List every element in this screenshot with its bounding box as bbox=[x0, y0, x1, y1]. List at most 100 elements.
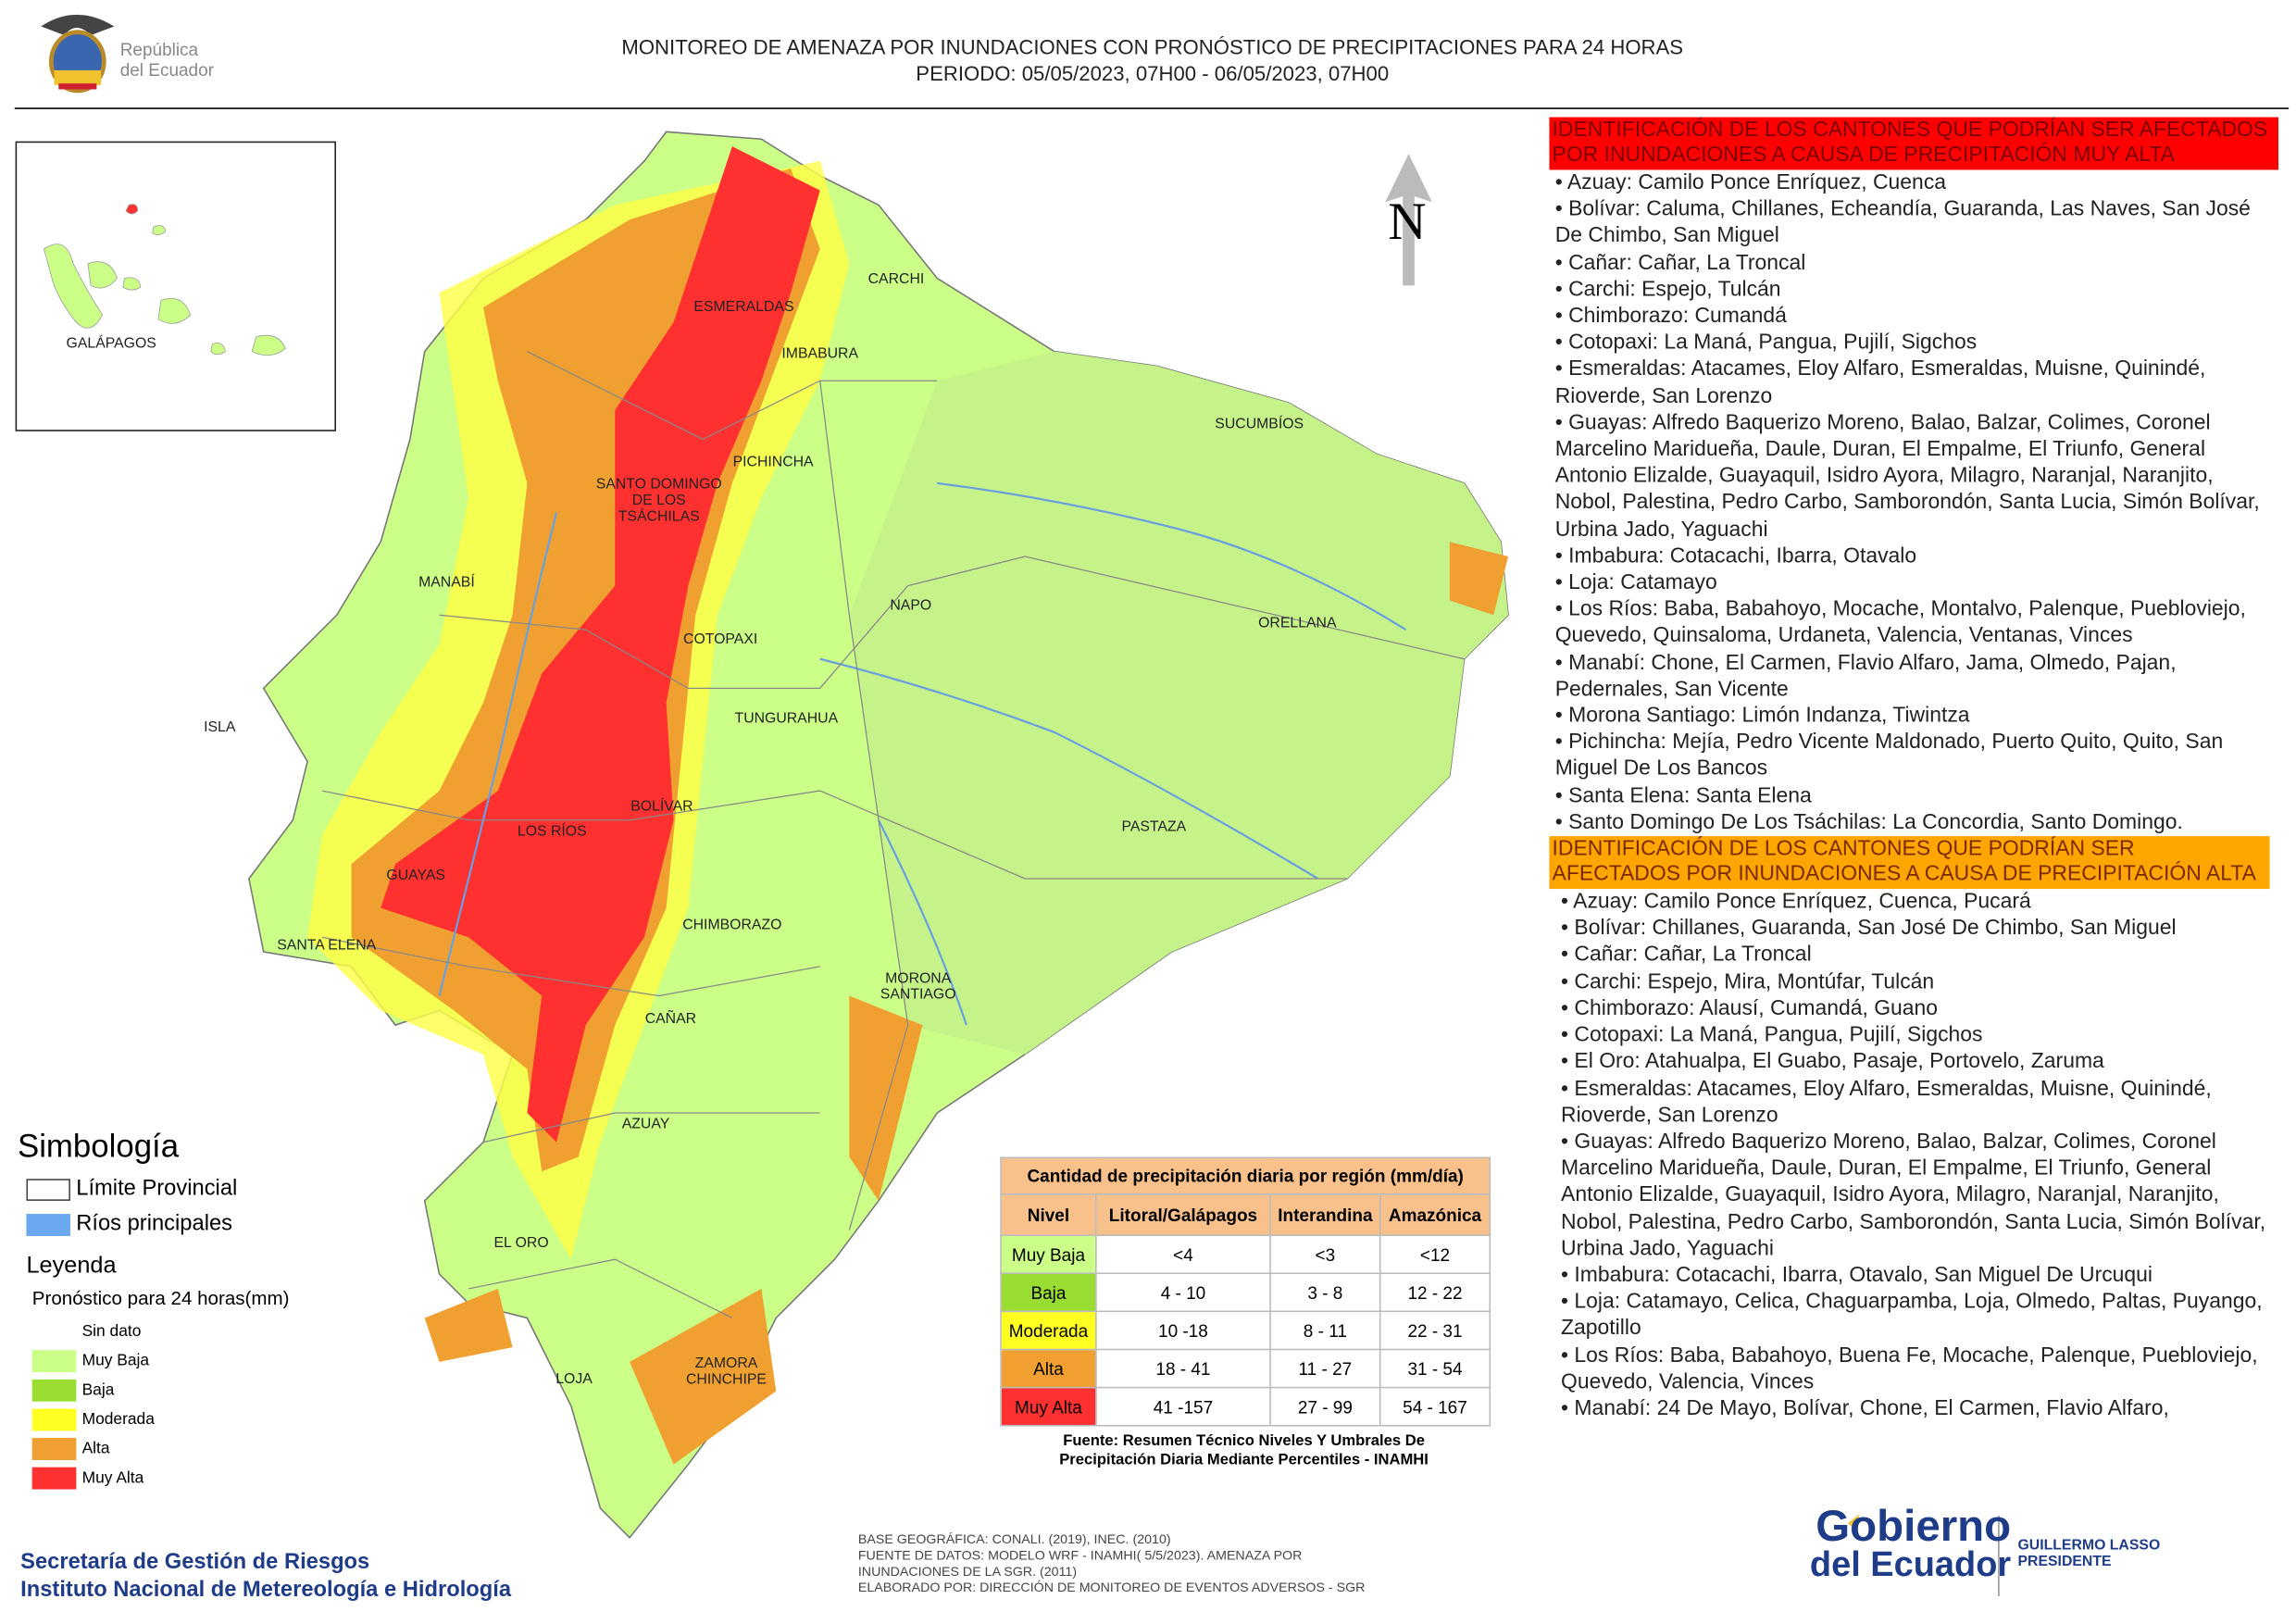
galapagos-islands bbox=[43, 204, 286, 356]
source-line: Fuente: Resumen Técnico Niveles Y Umbral… bbox=[1063, 1431, 1425, 1450]
symbology-title: Simbología bbox=[17, 1127, 180, 1165]
province-label: PICHINCHA bbox=[732, 455, 814, 471]
canton-item: Carchi: Espejo, Mira, Montúfar, Tulcán bbox=[1549, 969, 2278, 996]
north-arrow bbox=[1385, 154, 1432, 286]
logo-text: República del Ecuador bbox=[120, 40, 214, 81]
table-title: Cantidad de precipitación diaria por reg… bbox=[1000, 1156, 1491, 1195]
logo-line: del Ecuador bbox=[119, 59, 214, 81]
legend-entry: Sin dato bbox=[31, 1320, 142, 1343]
canton-item: Bolívar: Chillanes, Guaranda, San José D… bbox=[1549, 916, 2278, 943]
logo-line: República bbox=[119, 39, 199, 60]
canton-item: Guayas: Alfredo Baquerizo Moreno, Balao,… bbox=[1549, 410, 2278, 543]
level-cell: Baja bbox=[1000, 1272, 1097, 1313]
legend-swatch bbox=[31, 1350, 77, 1372]
table-cell: 27 - 99 bbox=[1269, 1386, 1381, 1427]
gov-line: Gobierno bbox=[1816, 1502, 2012, 1551]
legend-subtitle: Pronóstico para 24 horas(mm) bbox=[31, 1287, 290, 1309]
note-line: BASE GEOGRÁFICA: CONALI. (2019), INEC. (… bbox=[857, 1531, 1171, 1547]
period: PERIODO: 05/05/2023, 07H00 - 06/05/2023,… bbox=[916, 61, 1390, 85]
province-label: SUCUMBÍOS bbox=[1215, 416, 1304, 433]
level-cell: Muy Alta bbox=[1000, 1386, 1097, 1427]
level-cell: Muy Baja bbox=[1000, 1234, 1097, 1275]
level-cell: Alta bbox=[1000, 1348, 1097, 1389]
canton-item: Morona Santiago: Limón Indanza, Tiwintza bbox=[1549, 703, 2278, 730]
canton-item: Manabí: 24 De Mayo, Bolívar, Chone, El C… bbox=[1549, 1395, 2278, 1422]
legend-text: Sin dato bbox=[81, 1322, 142, 1341]
canton-item: Chimborazo: Alausí, Cumandá, Guano bbox=[1549, 995, 2278, 1022]
symbol-swatch bbox=[26, 1213, 70, 1236]
province-label: ISLA bbox=[204, 719, 236, 736]
table-cell: 3 - 8 bbox=[1269, 1272, 1381, 1313]
table-row: Baja 4 - 10 3 - 8 12 - 22 bbox=[1000, 1272, 1491, 1313]
threshold-table: Cantidad de precipitación diaria por reg… bbox=[1000, 1156, 1491, 1427]
legend-swatch bbox=[31, 1467, 77, 1490]
legend-text: Muy Alta bbox=[81, 1469, 144, 1487]
table-header: Amazónica bbox=[1379, 1193, 1491, 1236]
north-label: N bbox=[1388, 192, 1427, 251]
very-high-zone bbox=[381, 146, 820, 1143]
rivers bbox=[438, 481, 1406, 1026]
table-title-row: Cantidad de precipitación diaria por reg… bbox=[1000, 1156, 1491, 1195]
province-label: EL ORO bbox=[493, 1235, 549, 1252]
gov-mark bbox=[1848, 1514, 1860, 1530]
table-row: Muy Baja <4 <3 <12 bbox=[1000, 1234, 1491, 1275]
canton-item: Bolívar: Caluma, Chillanes, Echeandía, G… bbox=[1549, 196, 2278, 250]
canton-item: Esmeraldas: Atacames, Eloy Alfaro, Esmer… bbox=[1549, 1076, 2278, 1130]
table-row: Muy Alta 41 -157 27 - 99 54 - 167 bbox=[1000, 1386, 1491, 1427]
province-label: PASTAZA bbox=[1121, 818, 1187, 836]
note-line: INUNDACIONES DE LA SGR. (2011) bbox=[857, 1564, 1078, 1579]
province-label: TUNGURAHUA bbox=[734, 710, 839, 728]
legend-title: Leyenda bbox=[26, 1253, 117, 1279]
canton-item: Loja: Catamayo, Celica, Chaguarpamba, Lo… bbox=[1549, 1289, 2278, 1343]
canton-item: Loja: Catamayo bbox=[1549, 569, 2278, 596]
symbol-entry: Límite Provincial bbox=[26, 1176, 237, 1201]
province-label: COTOPAXI bbox=[683, 631, 758, 648]
table-row: Alta 18 - 41 11 - 27 31 - 54 bbox=[1000, 1348, 1491, 1389]
panel-section: IDENTIFICACIÓN DE LOS CANTONES QUE PODRÍ… bbox=[1549, 117, 2279, 837]
canton-item: Carchi: Espejo, Tulcán bbox=[1549, 277, 2278, 304]
province-label: IMBABURA bbox=[781, 346, 859, 363]
legend-text: Moderada bbox=[81, 1410, 155, 1429]
legend-swatch bbox=[31, 1438, 77, 1460]
province-label: ZAMORA CHINCHIPE bbox=[685, 1355, 767, 1389]
org-line: Instituto Nacional de Metereología e Hid… bbox=[20, 1577, 512, 1603]
canton-item: Cotopaxi: La Maná, Pangua, Pujilí, Sigch… bbox=[1549, 330, 2278, 356]
footer-notes: BASE GEOGRÁFICA: CONALI. (2019), INEC. (… bbox=[858, 1531, 1366, 1596]
inset-frame bbox=[15, 141, 336, 431]
legend-entry: Alta bbox=[31, 1438, 110, 1460]
title: MONITOREO DE AMENAZA POR INUNDACIONES CO… bbox=[621, 34, 1684, 59]
table-header: Litoral/Galápagos bbox=[1095, 1193, 1271, 1236]
table-cell: <4 bbox=[1095, 1234, 1271, 1275]
symbol-text: Ríos principales bbox=[76, 1211, 233, 1236]
table-cell: 11 - 27 bbox=[1269, 1348, 1381, 1389]
canton-item: Cañar: Cañar, La Troncal bbox=[1549, 250, 2278, 277]
table: Cantidad de precipitación diaria por reg… bbox=[1000, 1156, 1491, 1427]
panel-section: IDENTIFICACIÓN DE LOS CANTONES QUE PODRÍ… bbox=[1549, 836, 2278, 1422]
president-line: PRESIDENTE bbox=[2017, 1554, 2112, 1570]
table-row: Moderada 10 -18 8 - 11 22 - 31 bbox=[1000, 1310, 1491, 1351]
legend-entry: Moderada bbox=[31, 1408, 155, 1431]
legend-swatch bbox=[31, 1408, 77, 1431]
table-header: Interandina bbox=[1269, 1193, 1381, 1236]
coat-of-arms bbox=[41, 14, 115, 94]
province-label: CARCHI bbox=[867, 271, 925, 288]
table-cell: 22 - 31 bbox=[1379, 1310, 1491, 1351]
province-label: LOS RÍOS bbox=[517, 823, 587, 841]
level-cell: Moderada bbox=[1000, 1310, 1097, 1351]
canton-item: Santo Domingo De Los Tsáchilas: La Conco… bbox=[1549, 809, 2278, 836]
canton-item: Cotopaxi: La Maná, Pangua, Pujilí, Sigch… bbox=[1549, 1022, 2278, 1049]
canton-item: Cañar: Cañar, La Troncal bbox=[1549, 943, 2278, 969]
symbol-entry: Ríos principales bbox=[26, 1211, 232, 1236]
table-cell: <12 bbox=[1379, 1234, 1491, 1275]
province-label: AZUAY bbox=[621, 1116, 670, 1133]
canton-item: El Oro: Atahualpa, El Guabo, Pasaje, Por… bbox=[1549, 1049, 2278, 1076]
gov-line: del Ecuador bbox=[1809, 1544, 2012, 1585]
symbol-swatch bbox=[26, 1178, 70, 1201]
table-cell: <3 bbox=[1269, 1234, 1381, 1275]
table-header: Nivel bbox=[1000, 1193, 1097, 1236]
legend-text: Muy Baja bbox=[81, 1352, 150, 1370]
province-label: MANABÍ bbox=[418, 574, 475, 592]
province-label: SANTO DOMINGO DE LOS TSÁCHILAS bbox=[595, 476, 722, 526]
note-line: ELABORADO POR: DIRECCIÓN DE MONITOREO DE… bbox=[857, 1580, 1366, 1595]
